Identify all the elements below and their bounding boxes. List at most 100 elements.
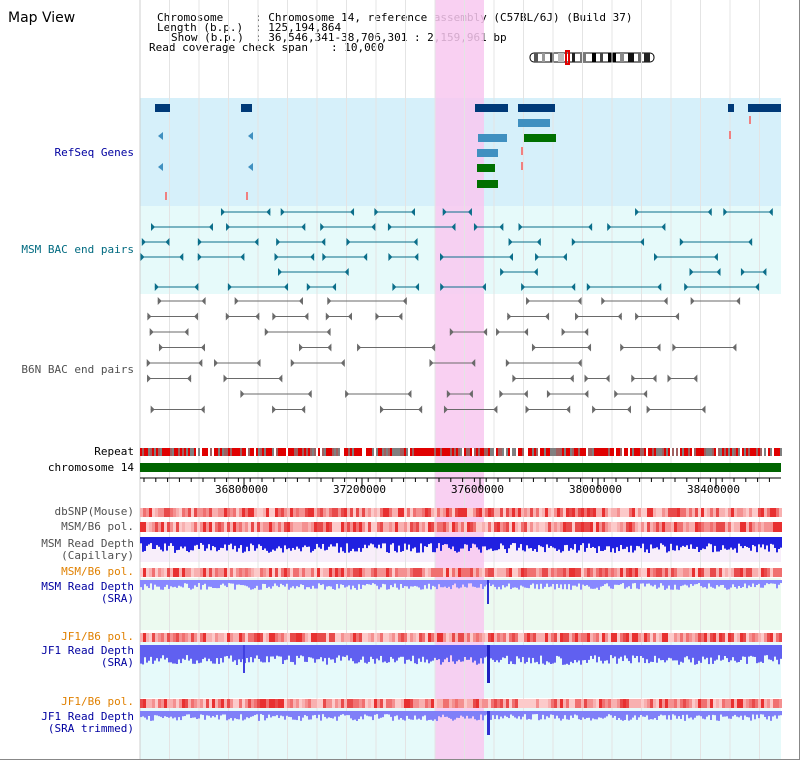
heat-strip-cell <box>509 508 512 517</box>
heat-strip-cell <box>344 633 347 642</box>
depth-bar <box>646 537 648 550</box>
heat-strip-cell <box>665 508 668 517</box>
chromosome-ideogram[interactable] <box>528 50 658 66</box>
depth-bar <box>466 580 468 588</box>
bac-end-marker <box>713 253 718 261</box>
heat-strip-cell <box>149 699 152 708</box>
heat-strip-cell <box>560 633 563 642</box>
bac-end-marker <box>147 374 152 383</box>
jf1-read-depth-trimmed-label[interactable]: JF1 Read Depth <box>41 710 134 723</box>
depth-bar <box>428 580 430 584</box>
depth-bar <box>744 711 746 716</box>
heat-strip-cell <box>590 508 593 517</box>
depth-bar <box>576 711 578 716</box>
depth-bar <box>696 580 698 585</box>
depth-bar <box>470 711 472 719</box>
repeat-segment <box>324 448 326 456</box>
heat-strip-cell <box>395 522 398 532</box>
depth-bar <box>260 711 262 715</box>
depth-bar <box>178 711 180 718</box>
depth-bar <box>528 711 530 719</box>
heat-strip-cell <box>575 699 578 708</box>
depth-bar <box>586 711 588 718</box>
jf1-b6-pol-label[interactable]: JF1/B6 pol. <box>61 630 134 643</box>
depth-bar <box>668 580 670 586</box>
depth-bar <box>666 580 668 589</box>
heat-strip-cell <box>689 568 692 577</box>
depth-bar <box>546 711 548 717</box>
heat-strip-cell <box>380 633 383 642</box>
heat-strip-cell <box>197 508 200 517</box>
jf1-b6-pol-2-label[interactable]: JF1/B6 pol. <box>61 695 134 708</box>
depth-bar <box>172 580 174 588</box>
repeat-segment <box>420 448 422 456</box>
msm-read-depth-sra-label[interactable]: MSM Read Depth <box>41 580 134 593</box>
heat-strip-cell <box>455 633 458 642</box>
heat-strip-cell <box>287 522 290 532</box>
refseq-genes-label[interactable]: RefSeq Genes <box>54 146 134 159</box>
repeat-segment <box>426 448 428 456</box>
heat-strip-cell <box>140 522 143 532</box>
heat-strip-cell <box>428 633 431 642</box>
heat-strip-cell <box>320 508 323 517</box>
depth-bar <box>544 580 546 587</box>
heat-strip-cell <box>287 568 290 577</box>
heat-strip-cell <box>620 508 623 517</box>
repeat-segment <box>758 448 760 456</box>
depth-bar <box>402 645 404 657</box>
depth-bar <box>310 711 312 720</box>
heat-strip-cell <box>146 568 149 577</box>
b6n-bac-end-pairs-label[interactable]: B6N BAC end pairs <box>21 363 134 376</box>
heat-strip-cell <box>263 633 266 642</box>
heat-strip-cell <box>404 522 407 532</box>
depth-bar <box>404 537 406 544</box>
depth-bar <box>214 645 216 664</box>
depth-bar <box>164 711 166 717</box>
depth-bar <box>256 537 258 549</box>
heat-strip-cell <box>173 568 176 577</box>
depth-bar <box>338 711 340 717</box>
heat-strip-cell <box>407 633 410 642</box>
heat-strip-cell <box>428 522 431 532</box>
heat-strip-cell <box>164 522 167 532</box>
depth-bar <box>616 537 618 548</box>
heat-strip-cell <box>152 568 155 577</box>
heat-strip-cell <box>674 633 677 642</box>
bac-end-marker <box>256 359 261 367</box>
depth-bar <box>732 711 734 717</box>
depth-bar <box>444 711 446 717</box>
heat-strip-cell <box>272 633 275 642</box>
dbsnp-label[interactable]: dbSNP(Mouse) <box>54 505 134 518</box>
depth-bar <box>756 537 758 553</box>
repeat-segment <box>402 448 404 456</box>
heat-strip-cell <box>293 568 296 577</box>
depth-bar <box>604 580 606 585</box>
heat-strip-cell <box>371 633 374 642</box>
depth-bar <box>182 711 184 717</box>
msm-bac-end-pairs-label[interactable]: MSM BAC end pairs <box>21 243 134 256</box>
heat-strip-cell <box>758 568 761 577</box>
repeat-segment <box>528 448 530 456</box>
bac-end-marker <box>413 238 418 246</box>
msm-b6-pol-2-label[interactable]: MSM/B6 pol. <box>61 565 134 578</box>
heat-strip-cell <box>332 699 335 708</box>
chromosome-label: Chromosome <box>157 11 224 24</box>
heat-strip-cell <box>686 522 689 532</box>
depth-bar <box>206 645 208 662</box>
depth-bar <box>206 537 208 549</box>
jf1-read-depth-sra-label[interactable]: JF1 Read Depth <box>41 644 134 657</box>
heat-strip-cell <box>419 508 422 517</box>
depth-bar <box>588 711 590 718</box>
repeat-segment <box>614 448 616 456</box>
heat-strip-cell <box>632 508 635 517</box>
heat-strip-cell <box>341 633 344 642</box>
msm-b6-pol-label[interactable]: MSM/B6 pol. <box>61 520 134 533</box>
heat-strip-cell <box>473 522 476 532</box>
heat-strip-cell <box>428 699 431 708</box>
bac-end-marker <box>512 374 517 383</box>
depth-bar <box>650 537 652 545</box>
msm-read-depth-capillary-label[interactable]: MSM Read Depth <box>41 537 134 550</box>
depth-bar <box>194 537 196 546</box>
depth-bar <box>398 537 400 546</box>
